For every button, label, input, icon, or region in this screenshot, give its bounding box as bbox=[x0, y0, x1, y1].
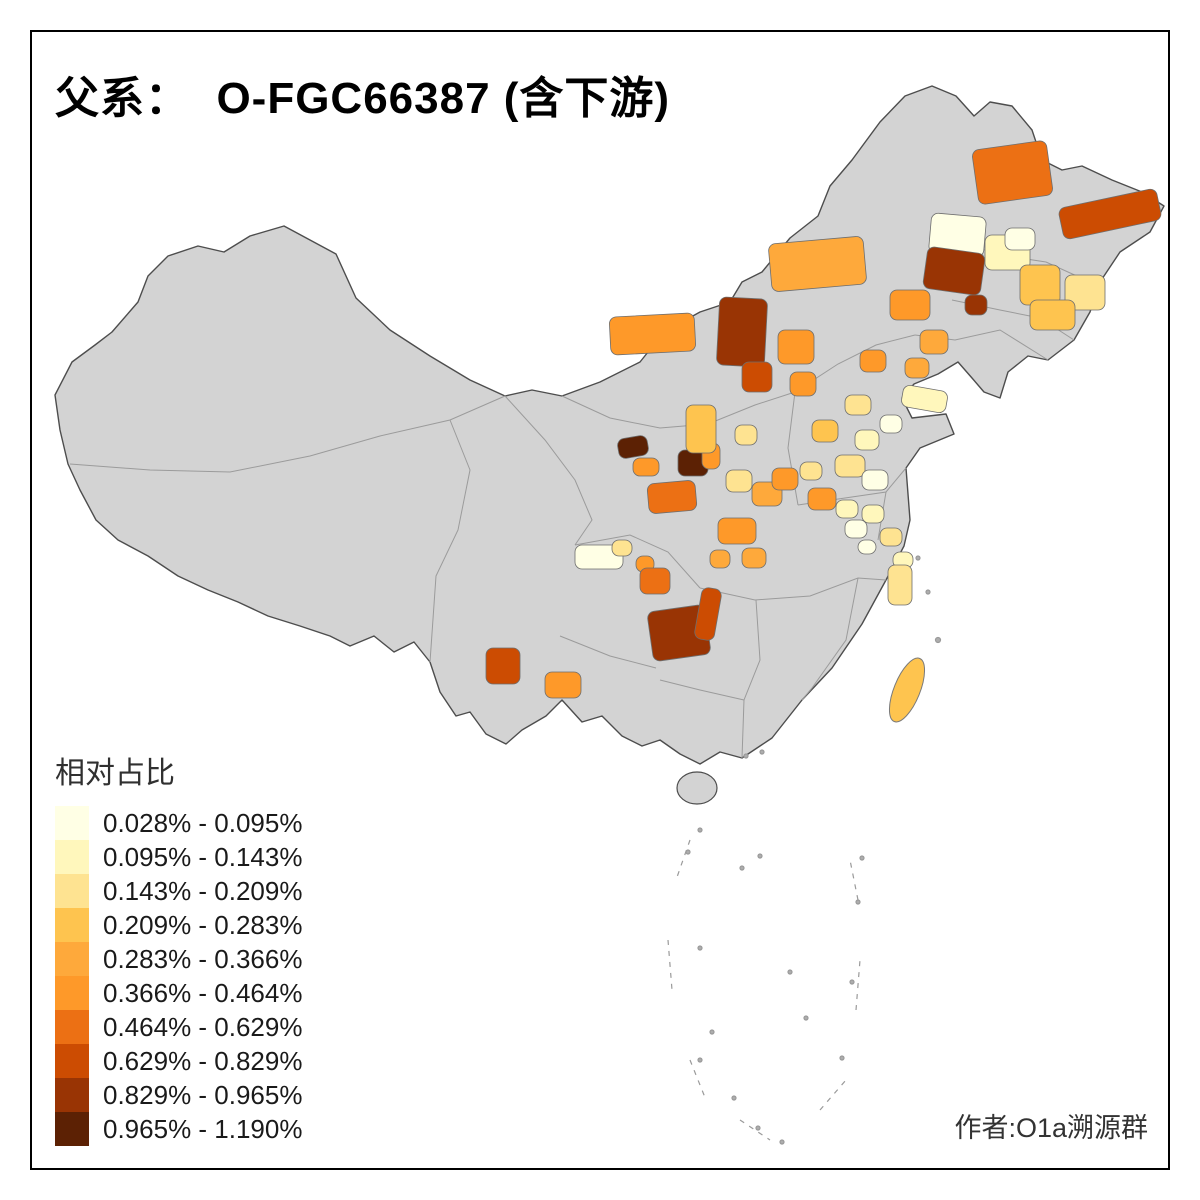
map-region bbox=[844, 519, 868, 539]
legend-swatch bbox=[55, 908, 89, 942]
china-outline bbox=[54, 85, 1165, 765]
map-region bbox=[609, 312, 696, 356]
map-region bbox=[861, 504, 885, 524]
legend-label: 0.829% - 0.965% bbox=[103, 1079, 303, 1110]
map-region bbox=[879, 527, 903, 547]
map-region bbox=[834, 454, 866, 478]
map-region bbox=[632, 457, 660, 477]
legend-item: 0.965% - 1.190% bbox=[55, 1112, 302, 1146]
map-region bbox=[857, 539, 877, 555]
legend: 相对占比 0.028% - 0.095% 0.095% - 0.143% 0.143… bbox=[55, 748, 302, 1146]
legend-label: 0.464% - 0.629% bbox=[103, 1011, 303, 1042]
map-region bbox=[544, 671, 582, 699]
map-region bbox=[485, 647, 521, 685]
legend-item: 0.366% - 0.464% bbox=[55, 976, 302, 1010]
map-region bbox=[725, 469, 753, 493]
south-china-sea-islands bbox=[667, 555, 942, 1145]
map-region bbox=[685, 404, 717, 454]
map-region bbox=[807, 487, 837, 511]
legend-item: 0.629% - 0.829% bbox=[55, 1044, 302, 1078]
author-credit: 作者:O1a溯源群 bbox=[954, 1113, 1148, 1143]
map-region bbox=[901, 384, 948, 414]
map-region bbox=[1064, 274, 1106, 311]
legend-label: 0.209% - 0.283% bbox=[103, 909, 303, 940]
map-region bbox=[859, 349, 887, 373]
legend-swatch bbox=[55, 942, 89, 976]
map-region bbox=[964, 294, 988, 316]
page-title: 父系： O-FGC66387 (含下游) bbox=[55, 74, 671, 123]
legend-swatch bbox=[55, 1044, 89, 1078]
map-region bbox=[1004, 227, 1036, 251]
map-region bbox=[879, 414, 903, 434]
legend-items: 0.028% - 0.095% 0.095% - 0.143% 0.143% - 0… bbox=[55, 806, 302, 1146]
map-region bbox=[889, 289, 931, 321]
legend-label: 0.143% - 0.209% bbox=[103, 875, 303, 906]
map-region bbox=[574, 544, 624, 570]
legend-swatch bbox=[55, 1112, 89, 1146]
map-region bbox=[716, 296, 768, 368]
map-region bbox=[734, 424, 758, 446]
map-region bbox=[1019, 264, 1061, 306]
legend-label: 0.283% - 0.366% bbox=[103, 943, 303, 974]
map-region bbox=[1058, 188, 1162, 240]
legend-label: 0.028% - 0.095% bbox=[103, 807, 303, 838]
map-region bbox=[972, 140, 1053, 205]
legend-title: 相对占比 bbox=[55, 757, 175, 790]
map-region bbox=[844, 394, 872, 416]
map-region bbox=[922, 246, 986, 296]
taiwan-island bbox=[888, 657, 926, 723]
legend-swatch bbox=[55, 840, 89, 874]
map-region bbox=[768, 236, 867, 292]
map-region bbox=[1029, 299, 1076, 331]
map-region bbox=[904, 357, 930, 379]
legend-swatch bbox=[55, 874, 89, 908]
map-region bbox=[646, 480, 698, 514]
map-region bbox=[811, 419, 839, 443]
legend-label: 0.629% - 0.829% bbox=[103, 1045, 303, 1076]
map-region bbox=[611, 539, 633, 557]
map-region bbox=[861, 469, 889, 491]
map-region bbox=[789, 371, 817, 397]
map-region bbox=[741, 361, 773, 393]
legend-label: 0.095% - 0.143% bbox=[103, 841, 303, 872]
map-region bbox=[741, 547, 767, 569]
map-region bbox=[919, 329, 949, 355]
map-region bbox=[887, 564, 913, 606]
legend-item: 0.464% - 0.629% bbox=[55, 1010, 302, 1044]
map-region bbox=[717, 517, 757, 545]
legend-item: 0.209% - 0.283% bbox=[55, 908, 302, 942]
legend-item: 0.283% - 0.366% bbox=[55, 942, 302, 976]
map-region bbox=[777, 329, 815, 365]
legend-swatch bbox=[55, 1078, 89, 1112]
map-region bbox=[835, 499, 859, 519]
legend-swatch bbox=[55, 1010, 89, 1044]
map-region bbox=[617, 435, 649, 459]
map-region bbox=[771, 467, 799, 491]
legend-item: 0.028% - 0.095% bbox=[55, 806, 302, 840]
legend-item: 0.095% - 0.143% bbox=[55, 840, 302, 874]
map-region bbox=[709, 549, 731, 569]
legend-label: 0.366% - 0.464% bbox=[103, 977, 303, 1008]
map-region bbox=[694, 587, 722, 641]
legend-swatch bbox=[55, 976, 89, 1010]
hainan-island bbox=[676, 771, 718, 805]
legend-item: 0.143% - 0.209% bbox=[55, 874, 302, 908]
map-region bbox=[639, 567, 671, 595]
legend-swatch bbox=[55, 806, 89, 840]
map-regions bbox=[485, 140, 1162, 699]
map-region bbox=[799, 461, 823, 481]
legend-item: 0.829% - 0.965% bbox=[55, 1078, 302, 1112]
legend-label: 0.965% - 1.190% bbox=[103, 1113, 303, 1144]
map-region bbox=[854, 429, 880, 451]
